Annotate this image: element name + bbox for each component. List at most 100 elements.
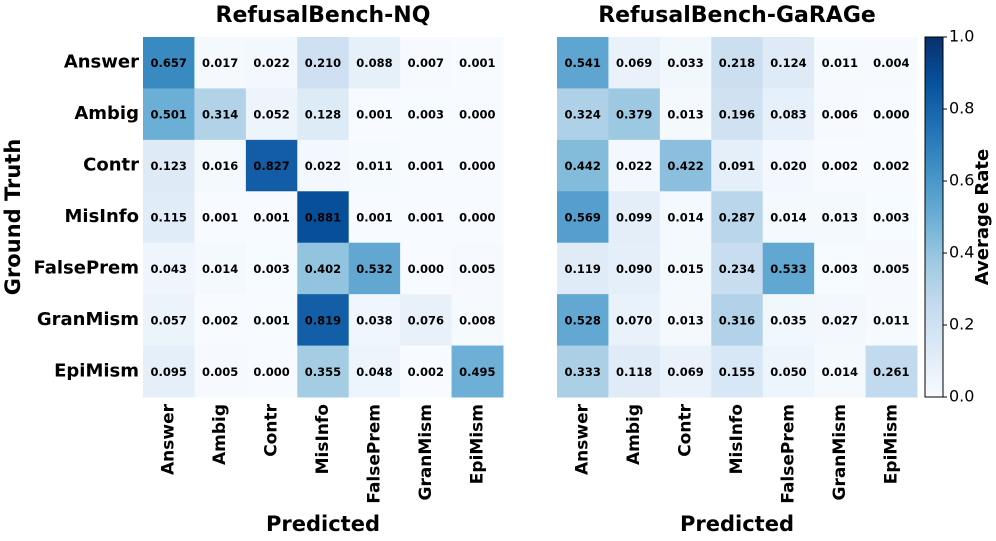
heatmap-cell	[762, 191, 815, 244]
cell-label: 0.442	[565, 159, 601, 173]
x-axis-label: Predicted	[680, 512, 794, 536]
y-tick-label: Contr	[83, 155, 139, 176]
heatmap-cell	[143, 88, 195, 141]
cell-label: 0.541	[565, 56, 601, 70]
heatmap-cell	[608, 242, 661, 295]
heatmap-cell	[348, 191, 401, 244]
heatmap-cell	[348, 88, 401, 141]
cell-label: 0.002	[408, 365, 444, 379]
heatmap-cell	[814, 242, 867, 295]
heatmap-cell	[451, 294, 504, 347]
heatmap-cell	[348, 37, 401, 89]
heatmap-cell	[348, 345, 401, 398]
heatmap-cell	[245, 242, 298, 295]
cell-label: 0.000	[459, 159, 495, 173]
cell-label: 0.016	[202, 159, 238, 173]
heatmap-cell	[762, 139, 815, 192]
cell-label: 0.017	[202, 56, 238, 70]
heatmap-cell	[865, 294, 918, 347]
colorbar-tick-label: 0.6	[949, 171, 974, 190]
cell-label: 0.119	[565, 262, 601, 276]
heatmap-cell	[711, 294, 764, 347]
heatmap-cell	[451, 345, 504, 398]
cell-label: 0.000	[459, 211, 495, 225]
heatmap-cell	[143, 139, 195, 192]
cell-label: 0.090	[616, 262, 652, 276]
cell-label: 0.827	[253, 159, 289, 173]
heatmap-cell	[762, 242, 815, 295]
heatmap-cell	[814, 88, 867, 141]
heatmap-cell	[659, 37, 712, 89]
cell-label: 0.002	[873, 159, 909, 173]
heatmap-cell	[400, 139, 453, 192]
cell-label: 0.000	[408, 262, 444, 276]
heatmap-cell	[659, 88, 712, 141]
cell-label: 0.005	[873, 262, 909, 276]
heatmap-cell	[400, 191, 453, 244]
cell-label: 0.005	[459, 262, 495, 276]
cell-label: 0.022	[305, 159, 341, 173]
x-tick-label: Answer	[159, 403, 179, 475]
x-tick-label: EpiMism	[881, 404, 901, 484]
heatmap-cell	[143, 294, 195, 347]
heatmap-cell	[608, 345, 661, 398]
cell-label: 0.324	[565, 108, 601, 122]
x-tick-label: Ambig	[210, 404, 230, 465]
cell-label: 0.115	[151, 211, 187, 225]
heatmap-cell	[348, 139, 401, 192]
cell-label: 0.001	[408, 159, 444, 173]
heatmap-cell	[348, 294, 401, 347]
cell-label: 0.020	[770, 159, 806, 173]
heatmap-cell	[451, 139, 504, 192]
heatmap-cell	[400, 345, 453, 398]
heatmap-cell	[451, 242, 504, 295]
heatmap-cell	[194, 37, 247, 89]
x-tick-label: MisInfo	[727, 404, 747, 474]
heatmap-cell	[557, 242, 609, 295]
heatmap-cell	[451, 88, 504, 141]
colorbar-label: Average Rate	[972, 149, 993, 285]
heatmap-cell	[194, 294, 247, 347]
cell-label: 0.196	[719, 108, 755, 122]
x-tick-label: FalsePrem	[778, 404, 798, 504]
cell-label: 0.001	[202, 211, 238, 225]
cell-label: 0.657	[151, 56, 187, 70]
heatmap-cell	[297, 139, 350, 192]
cell-label: 0.002	[202, 313, 238, 327]
heatmap-cell	[557, 88, 609, 141]
heatmap-cell	[245, 294, 298, 347]
colorbar-tick-label: 0.0	[949, 387, 974, 406]
cell-label: 0.124	[770, 56, 806, 70]
heatmap-cell	[400, 242, 453, 295]
cell-label: 0.528	[565, 313, 601, 327]
x-tick-label: FalsePrem	[364, 404, 384, 504]
cell-label: 0.035	[770, 313, 806, 327]
cell-label: 0.091	[719, 159, 755, 173]
x-axis-label: Predicted	[266, 512, 380, 536]
cell-label: 0.033	[667, 56, 703, 70]
heatmap-cell	[557, 345, 609, 398]
cell-label: 0.057	[151, 313, 187, 327]
y-tick-label: Answer	[64, 52, 139, 73]
cell-label: 0.355	[305, 365, 341, 379]
heatmap-cell	[297, 88, 350, 141]
heatmap-cell	[608, 139, 661, 192]
heatmap-cell	[865, 37, 918, 89]
heatmap-cell	[194, 139, 247, 192]
cell-label: 0.000	[253, 365, 289, 379]
cell-label: 0.076	[408, 313, 444, 327]
heatmap-cell	[659, 191, 712, 244]
cell-label: 0.379	[616, 108, 652, 122]
y-axis-label: Ground Truth	[1, 139, 25, 296]
cell-label: 0.069	[667, 365, 703, 379]
cell-label: 0.005	[202, 365, 238, 379]
heatmap-cell	[865, 191, 918, 244]
cell-label: 0.014	[770, 211, 806, 225]
cell-label: 0.533	[770, 262, 806, 276]
cell-label: 0.004	[873, 56, 909, 70]
heatmap-cell	[814, 139, 867, 192]
heatmap-cell	[608, 191, 661, 244]
heatmap-cell	[814, 294, 867, 347]
cell-label: 0.011	[873, 313, 909, 327]
cell-label: 0.011	[822, 56, 858, 70]
